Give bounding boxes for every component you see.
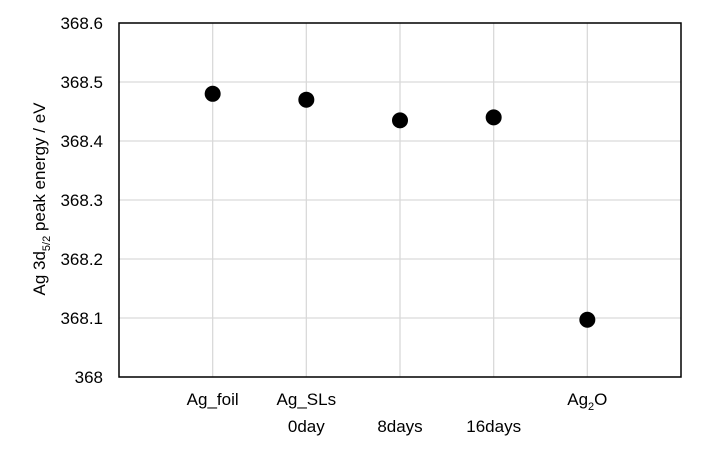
y-axis-label-prefix: Ag 3d bbox=[30, 251, 49, 295]
y-tick-label: 368.6 bbox=[60, 14, 103, 33]
x-tick-label: Ag_foil bbox=[187, 390, 239, 409]
x-tick-label: 0day bbox=[288, 417, 325, 436]
y-tick-label: 368.1 bbox=[60, 309, 103, 328]
x-tick-label: Ag2O bbox=[567, 390, 607, 413]
data-point bbox=[485, 109, 502, 126]
x-tick-label: 8days bbox=[377, 417, 422, 436]
data-points bbox=[204, 85, 596, 328]
y-axis-label-subscript: 5/2 bbox=[41, 236, 53, 251]
data-point bbox=[204, 85, 221, 102]
data-point bbox=[298, 91, 315, 108]
y-axis-label-suffix: peak energy / eV bbox=[30, 102, 49, 236]
x-tick-label: Ag_SLs bbox=[277, 390, 337, 409]
y-tick-label: 368.2 bbox=[60, 250, 103, 269]
gridlines bbox=[119, 22, 681, 378]
y-tick-label: 368 bbox=[75, 368, 103, 387]
plot-area-frame bbox=[118, 22, 682, 378]
y-tick-labels: 368 368.1 368.2 368.3 368.4 368.5 368.6 bbox=[60, 14, 103, 387]
y-tick-label: 368.4 bbox=[60, 132, 103, 151]
data-point bbox=[579, 311, 596, 328]
y-tick-label: 368.5 bbox=[60, 73, 103, 92]
data-point bbox=[392, 112, 408, 129]
y-tick-label: 368.3 bbox=[60, 191, 103, 210]
x-tick-label: 16days bbox=[466, 417, 521, 436]
y-axis-label: Ag 3d5/2 peak energy / eV bbox=[30, 102, 53, 296]
x-tick-labels: Ag_foil Ag_SLs 0day 8days 16days Ag2O bbox=[187, 390, 608, 436]
